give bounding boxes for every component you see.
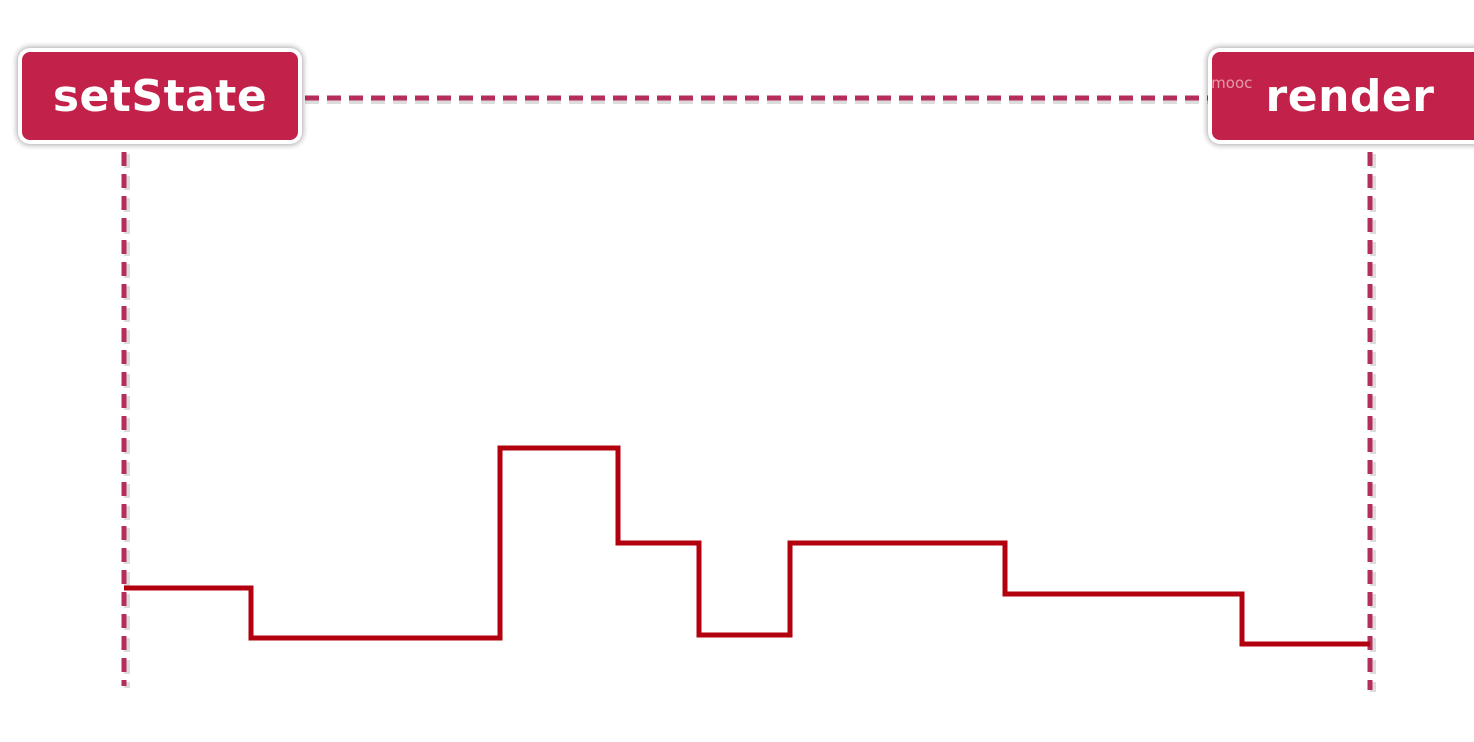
render-box: render bbox=[1208, 48, 1474, 144]
setstate-label: setState bbox=[52, 70, 268, 122]
step-line bbox=[124, 445, 1370, 647]
render-label: render bbox=[1265, 70, 1435, 122]
connector-shadows bbox=[124, 98, 1376, 692]
setstate-box: setState bbox=[18, 48, 302, 144]
